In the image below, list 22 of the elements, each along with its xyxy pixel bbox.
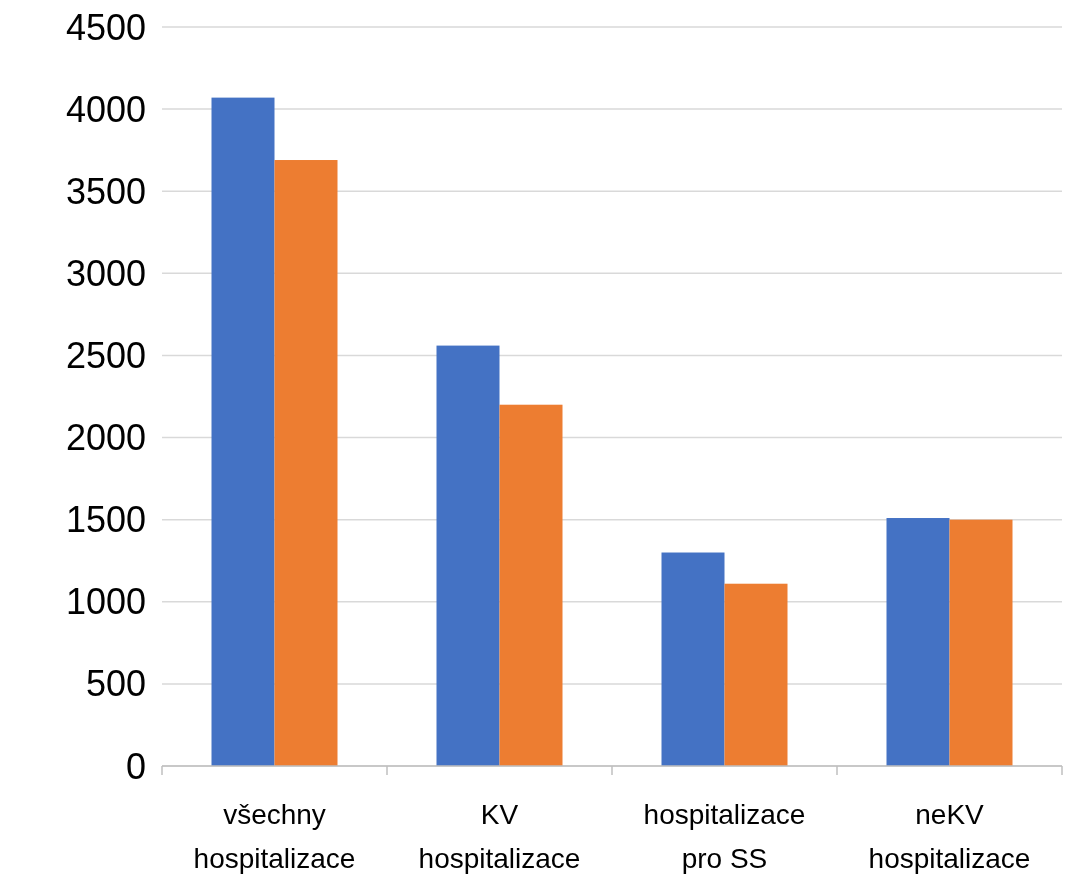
y-tick-label: 4000 [65, 88, 146, 130]
bar [211, 97, 275, 766]
y-tick-label: 0 [125, 745, 146, 787]
y-tick-label: 2000 [65, 417, 146, 459]
y-tick-label: 2500 [65, 335, 146, 377]
bar [661, 552, 725, 766]
y-tick-label: 1500 [65, 499, 146, 541]
y-tick-label: 4500 [65, 6, 146, 48]
x-tick-label: KV hospitalizace [418, 799, 581, 874]
x-tick-label: hospitalizace pro SS [643, 799, 806, 874]
y-tick-label: 500 [85, 663, 146, 705]
x-tick-label: neKV hospitalizace [868, 799, 1031, 874]
bar [949, 519, 1013, 766]
y-tick-label: 3000 [65, 252, 146, 294]
bar [499, 404, 563, 766]
bar [724, 583, 788, 766]
y-tick-label: 3500 [65, 170, 146, 212]
bar [436, 345, 500, 766]
x-tick-label: všechny hospitalizace [193, 799, 356, 874]
bar [886, 518, 950, 766]
y-tick-label: 1000 [65, 581, 146, 623]
bar [274, 160, 338, 766]
